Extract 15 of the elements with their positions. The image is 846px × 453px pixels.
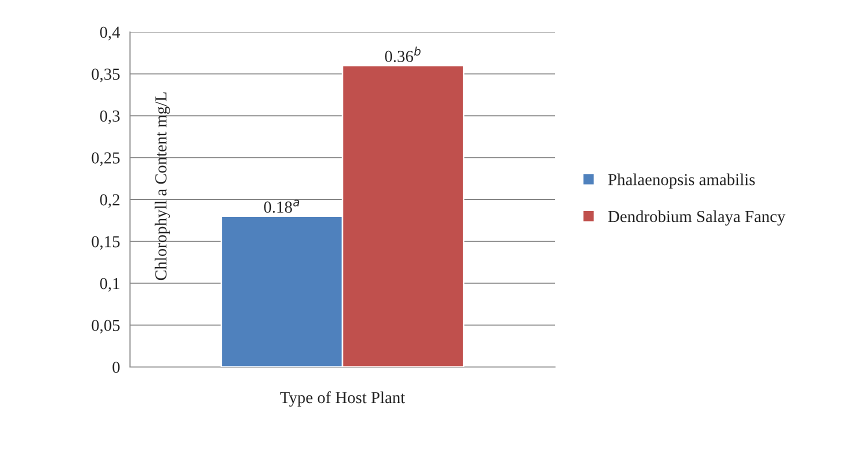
y-tick-label: 0,1 — [100, 278, 120, 292]
y-axis-title: Chlorophyll a Content mg/L — [154, 92, 170, 280]
data-label: 0.36$^{b}$ — [385, 46, 421, 62]
y-tick-label: 0,05 — [92, 320, 120, 334]
y-tick-label: 0 — [112, 362, 120, 373]
legend-label: Dendrobium Salaya Fancy — [608, 210, 786, 226]
x-axis-title: Type of Host Plant — [280, 391, 406, 407]
y-tick-label: 0,2 — [100, 194, 120, 208]
y-tick-label: 0,25 — [92, 152, 120, 166]
legend-label: Phalaenopsis amabilis — [608, 174, 755, 189]
y-tick-label: 0,4 — [100, 26, 120, 40]
y-tick-label: 0,15 — [92, 236, 120, 250]
y-tick-label: 0,35 — [92, 68, 120, 82]
data-label: 0.18$^{a}$ — [264, 200, 300, 213]
y-tick-label: 0,3 — [100, 110, 120, 124]
